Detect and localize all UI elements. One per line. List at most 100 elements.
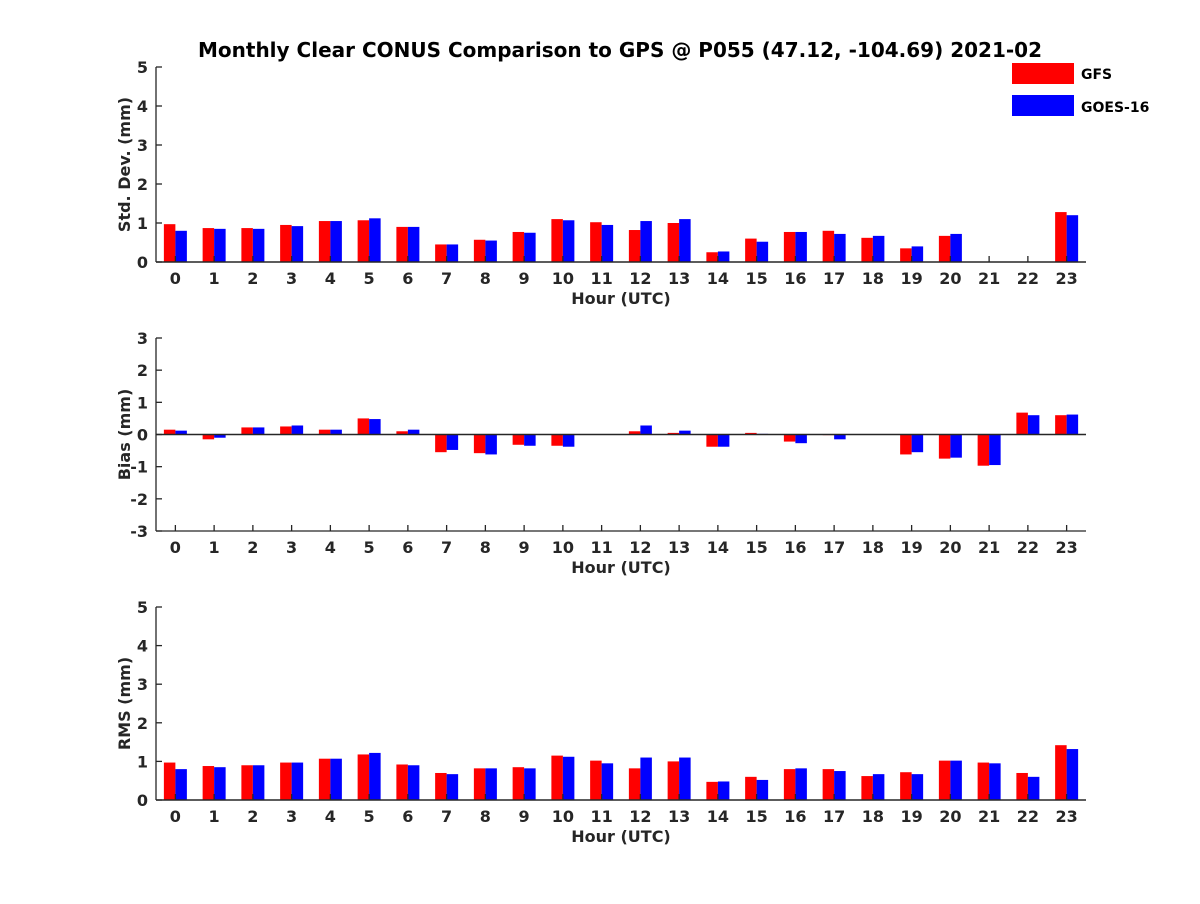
stddev-bar-gfs-0 [163,224,176,262]
bias-bar-gfs-6 [396,431,408,435]
stddev-xtick-label-7: 7 [441,269,452,288]
rms-bar-gfs-22 [1016,772,1028,800]
stddev-xtick-label-18: 18 [862,269,884,288]
stddev-bar-goes16-20 [950,233,962,262]
stddev-ytick-label-1: 1 [137,214,148,233]
rms-bar-goes16-19 [911,774,924,800]
stddev-ytick-label-5: 5 [137,58,148,77]
bias-bar-gfs-10 [551,434,563,446]
rms-bar-goes16-13 [679,757,691,800]
rms-bar-gfs-4 [318,758,331,800]
bias-bar-gfs-7 [435,434,447,453]
rms-bar-goes16-8 [485,768,497,800]
rms-xtick-label-17: 17 [823,807,845,826]
bias-bar-gfs-23 [1055,415,1067,435]
stddev-bar-goes16-6 [407,226,420,262]
stddev-xtick-label-21: 21 [978,269,1000,288]
stddev-xtick-label-3: 3 [286,269,297,288]
stddev-bar-goes16-16 [795,231,807,262]
bias-xtick-label-7: 7 [441,538,452,557]
rms-bar-goes16-17 [834,771,846,800]
rms-xtick-label-11: 11 [590,807,612,826]
bias-bar-goes16-9 [524,434,536,446]
stddev-xtick-label-16: 16 [784,269,806,288]
bias-xtick-label-23: 23 [1055,538,1077,557]
bias-bar-goes16-13 [679,430,691,435]
bias-bar-gfs-12 [628,431,641,435]
stddev-bar-gfs-11 [590,222,602,262]
stddev-ytick-label-0: 0 [137,253,148,272]
rms-bar-goes16-1 [214,767,226,800]
stddev-xtick-label-23: 23 [1055,269,1077,288]
stddev-bar-goes16-2 [252,228,265,262]
rms-bar-gfs-19 [900,772,912,800]
stddev-bar-gfs-7 [435,244,447,262]
stddev-xtick-label-10: 10 [552,269,574,288]
bias-xtick-label-14: 14 [707,538,729,557]
bias-bar-gfs-4 [318,429,331,435]
bias-bar-gfs-1 [202,434,215,440]
stddev-xtick-label-4: 4 [325,269,336,288]
bias-xtick-label-16: 16 [784,538,806,557]
bias-bar-gfs-3 [280,426,292,435]
rms-bar-gfs-21 [977,762,990,800]
bias-bar-goes16-6 [407,429,420,435]
legend: GFS GOES-16 [1012,63,1149,116]
bias-bar-goes16-12 [640,425,652,435]
bias-bar-goes16-4 [330,429,342,435]
rms-bar-gfs-10 [551,755,563,800]
rms-bar-goes16-21 [989,763,1001,800]
bias-bar-goes16-8 [485,434,497,455]
bias-ytick-label--3: -3 [130,522,148,541]
legend-swatch-gfs [1012,63,1074,84]
rms-xtick-label-6: 6 [402,807,413,826]
stddev-bar-gfs-6 [396,226,408,262]
rms-xtick-label-14: 14 [707,807,729,826]
stddev-bar-gfs-13 [667,223,680,262]
rms-bar-gfs-11 [590,760,602,800]
stddev-bar-gfs-23 [1055,212,1067,262]
stddev-bar-gfs-16 [783,231,796,262]
rms-xtick-label-16: 16 [784,807,806,826]
stddev-xtick-label-9: 9 [519,269,530,288]
bias-xtick-label-11: 11 [590,538,612,557]
stddev-bar-goes16-23 [1066,215,1079,262]
stddev-xtick-label-1: 1 [209,269,220,288]
bias-xtick-label-21: 21 [978,538,1000,557]
bias-xtick-label-17: 17 [823,538,845,557]
rms-xtick-label-0: 0 [170,807,181,826]
rms-bar-goes16-22 [1027,776,1040,800]
stddev-bar-goes16-12 [640,221,652,262]
bias-bar-gfs-16 [783,434,796,442]
stddev-bar-goes16-9 [524,232,536,262]
bias-bar-gfs-0 [163,429,176,435]
stddev-xtick-label-2: 2 [247,269,258,288]
stddev-ytick-label-3: 3 [137,136,148,155]
rms-bar-goes16-11 [601,763,614,800]
bias-bar-gfs-8 [473,434,486,454]
stddev-ylabel: Std. Dev. (mm) [115,97,134,232]
stddev-bar-gfs-14 [706,252,718,262]
legend-swatch-goes16 [1012,95,1074,116]
bias-bar-goes16-7 [446,434,459,450]
bias-xtick-label-22: 22 [1017,538,1039,557]
stddev-bar-goes16-5 [369,218,381,262]
rms-bar-goes16-20 [950,760,962,800]
stddev-xtick-label-0: 0 [170,269,181,288]
stddev-xlabel: Hour (UTC) [571,289,671,308]
stddev-bar-goes16-0 [175,230,187,262]
bias-bar-goes16-19 [911,434,924,453]
bias-bar-goes16-14 [717,434,730,447]
bias-bar-gfs-15 [745,432,757,435]
bias-xtick-label-20: 20 [939,538,961,557]
bias-bar-gfs-20 [938,434,951,459]
rms-bar-goes16-0 [175,769,187,800]
bias-xtick-label-6: 6 [402,538,413,557]
rms-xlabel: Hour (UTC) [571,827,671,846]
stddev-bar-goes16-18 [872,235,885,262]
stddev-xtick-label-5: 5 [364,269,375,288]
rms-bar-gfs-14 [706,781,718,800]
rms-bar-gfs-0 [163,762,176,800]
rms-xtick-label-21: 21 [978,807,1000,826]
